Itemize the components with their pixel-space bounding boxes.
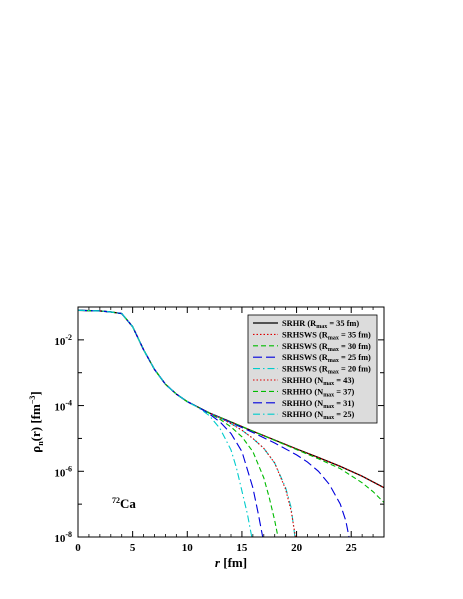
y-axis-superscript: −3 xyxy=(28,396,37,405)
x-tick-label: 25 xyxy=(346,542,358,554)
series-line-8 xyxy=(78,309,253,537)
legend-label-6: SRHHO (Nmax = 37) xyxy=(282,387,355,398)
x-axis-variable: r xyxy=(215,555,221,570)
y-axis-rho: ρ xyxy=(28,446,43,453)
y-axis-label: ρn(r) [fm−3] xyxy=(28,391,45,453)
legend-label-4: SRHSWS (Rmax = 20 fm) xyxy=(282,365,371,376)
y-axis-ticks: 10-2 10-4 10-6 10-8 xyxy=(54,306,384,545)
curves xyxy=(78,309,384,537)
legend-items: SRHR (Rmax = 35 fm)SRHSWS (Rmax = 35 fm)… xyxy=(253,319,371,421)
legend-label-5: SRHHO (Nmax = 43) xyxy=(282,376,355,387)
x-axis-ticks: 0 5 10 15 20 25 xyxy=(75,307,374,554)
x-tick-label: 20 xyxy=(291,542,303,554)
x-tick-label: 5 xyxy=(130,542,136,554)
x-axis-unit: [fm] xyxy=(220,555,247,570)
legend-label-0: SRHR (Rmax = 35 fm) xyxy=(282,319,359,330)
x-tick-label: 0 xyxy=(75,542,81,554)
y-axis-subscript: n xyxy=(36,441,45,446)
x-tick-label: 10 xyxy=(182,542,194,554)
y-axis-close: ] xyxy=(28,391,43,395)
plot-area: 0 5 10 15 20 25 10-2 10-4 10-6 10-8 xyxy=(54,306,385,554)
y-tick-label: 10-4 xyxy=(54,399,72,414)
y-tick-label: 10-6 xyxy=(54,464,72,479)
legend-label-8: SRHHO (Nmax = 25) xyxy=(282,410,355,421)
element-symbol: Ca xyxy=(120,496,136,511)
legend-label-2: SRHSWS (Rmax = 30 fm) xyxy=(282,342,371,353)
mass-number: 72 xyxy=(112,496,120,505)
y-tick-label: 10-2 xyxy=(54,333,72,348)
nucleus-annotation: 72Ca xyxy=(112,496,136,511)
y-tick-label: 10-8 xyxy=(54,530,72,545)
legend-label-7: SRHHO (Nmax = 31) xyxy=(282,399,355,410)
legend: SRHR (Rmax = 35 fm)SRHSWS (Rmax = 35 fm)… xyxy=(247,314,378,424)
x-tick-label: 15 xyxy=(236,542,248,554)
x-axis-label: r [fm] xyxy=(215,555,247,570)
legend-label-3: SRHSWS (Rmax = 25 fm) xyxy=(282,353,371,364)
legend-label-1: SRHSWS (Rmax = 35 fm) xyxy=(282,330,371,341)
y-axis-argument: (r) [fm xyxy=(28,404,43,441)
